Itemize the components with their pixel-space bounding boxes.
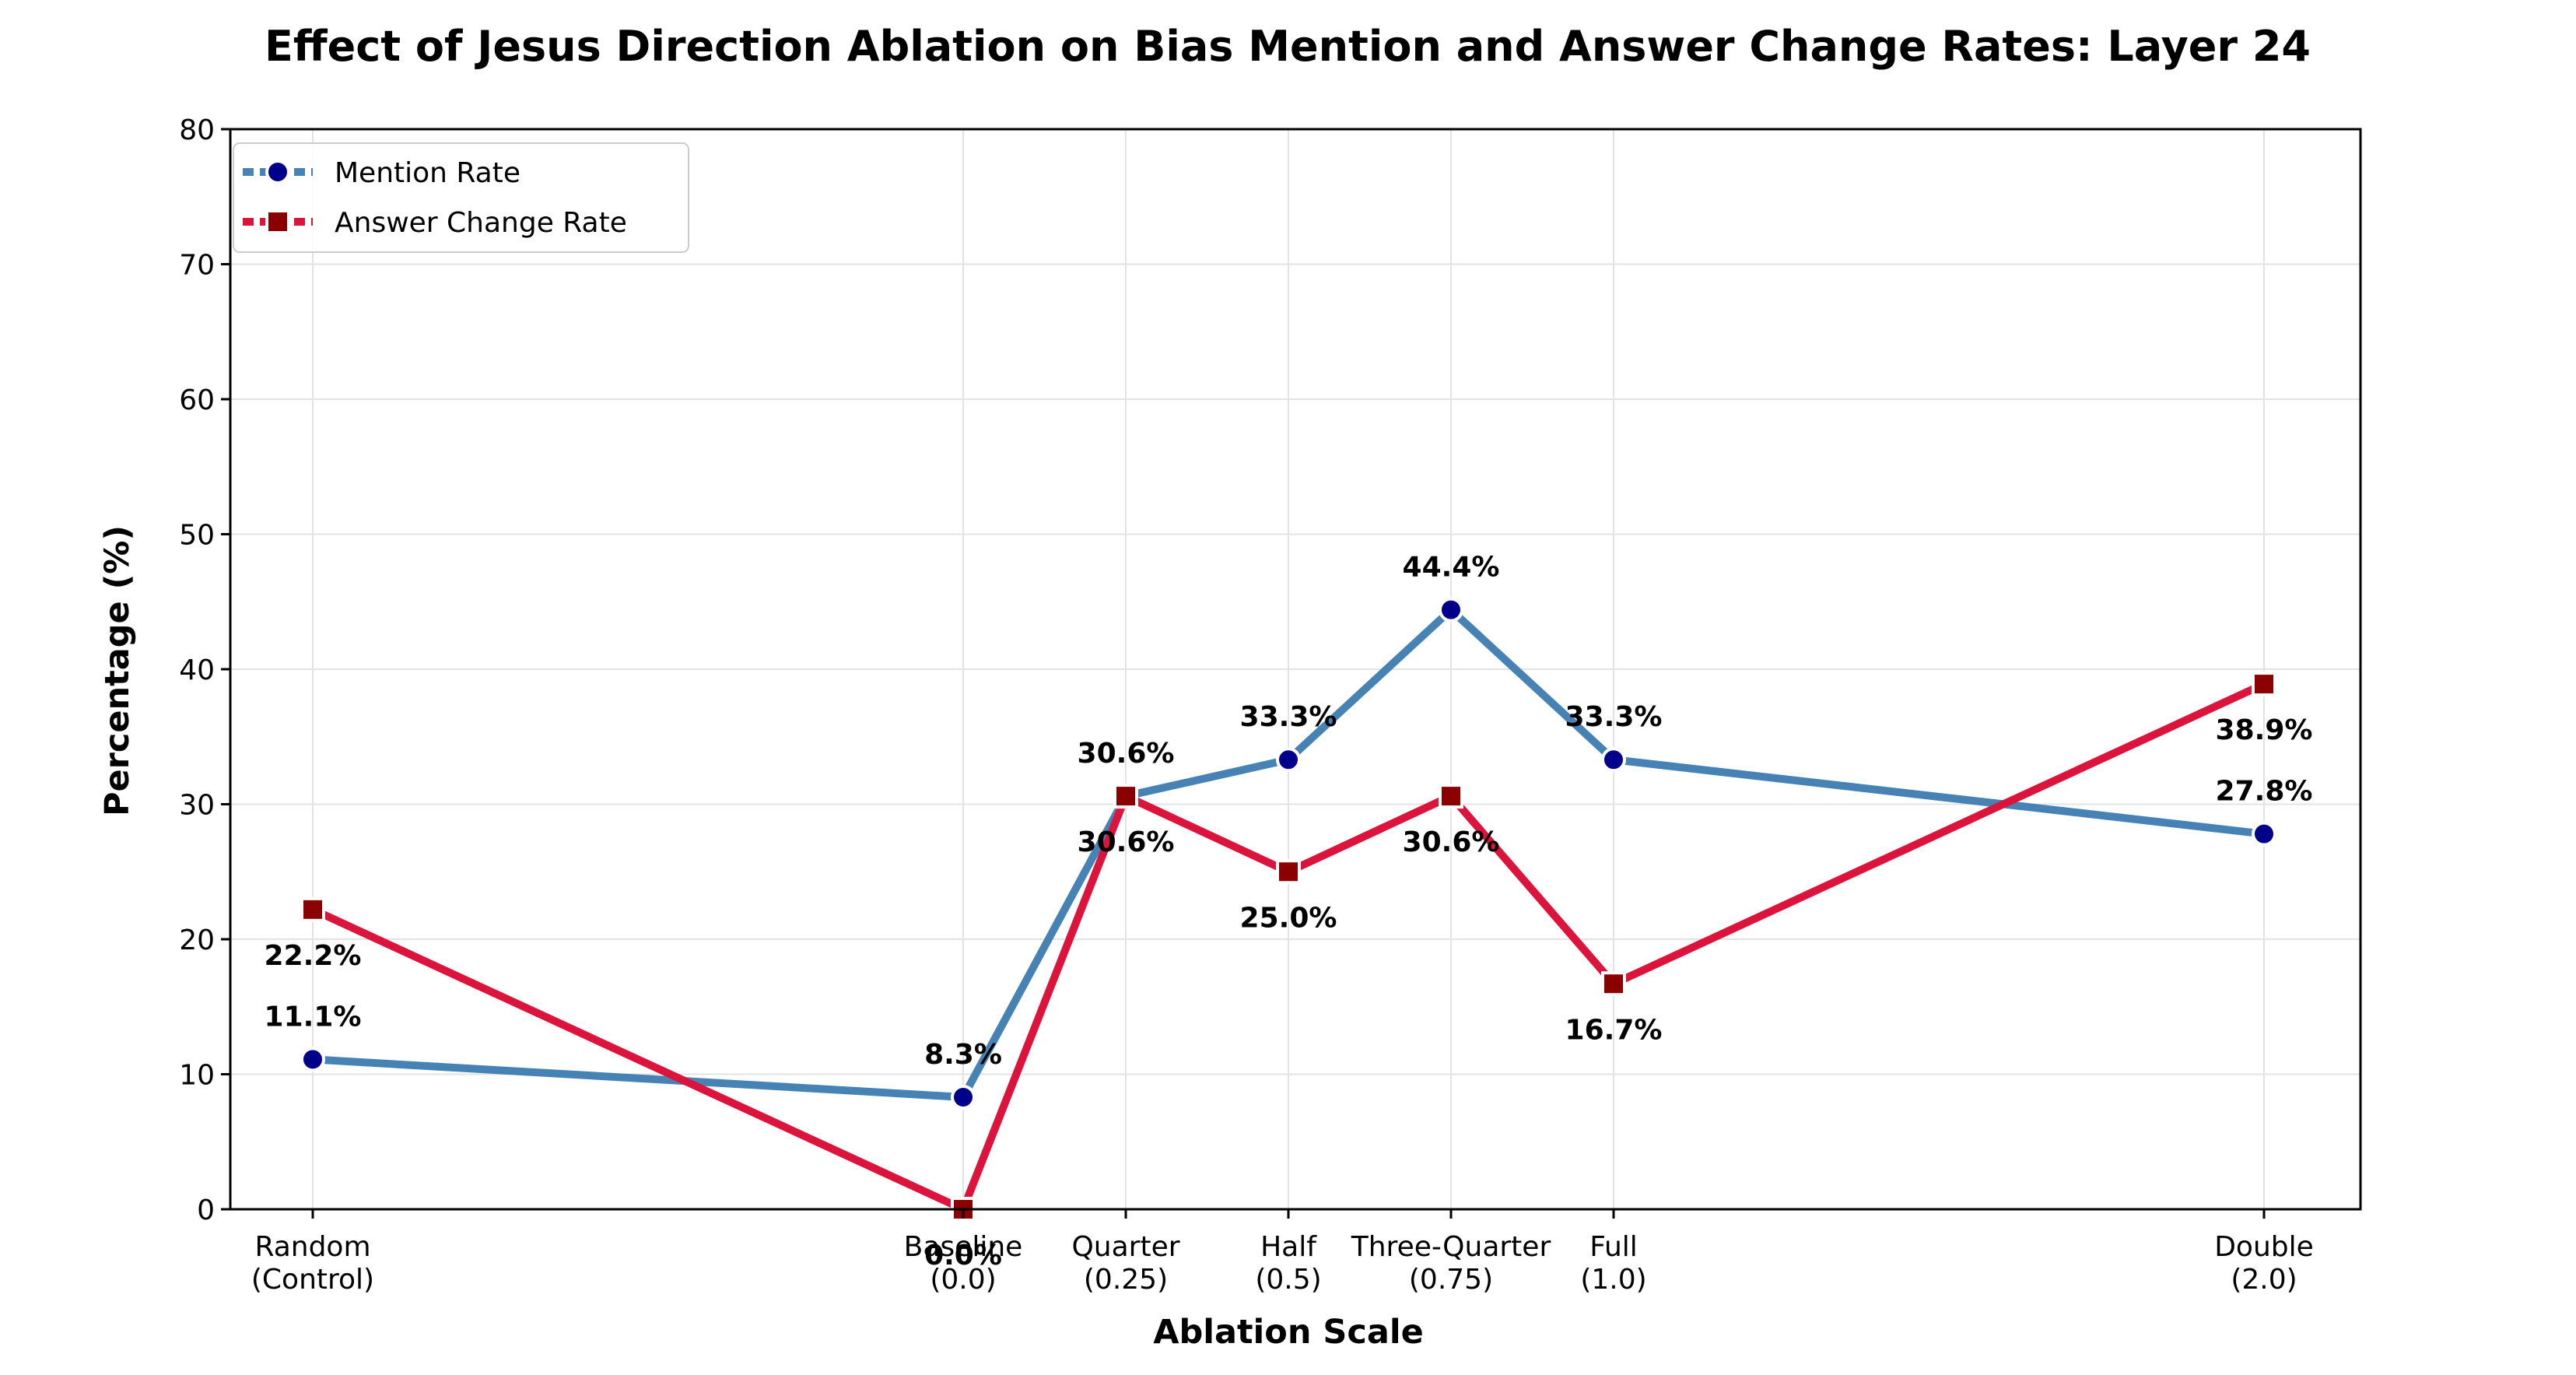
- y-tick-label: 80: [179, 114, 215, 146]
- series-point-1: [2252, 672, 2276, 697]
- x-tick-label: Quarter: [1071, 1231, 1179, 1263]
- series-point-0: [2252, 821, 2276, 847]
- series-point-0: [1601, 747, 1626, 773]
- x-tick-label: (Control): [251, 1264, 374, 1296]
- x-tick-label: Three-Quarter: [1351, 1231, 1551, 1263]
- legend-label-1: Answer Change Rate: [335, 207, 627, 239]
- data-label-0: 33.3%: [1240, 701, 1337, 733]
- legend-label-0: Mention Rate: [335, 157, 520, 189]
- series-point-0: [1276, 747, 1301, 773]
- legend-marker-0: [265, 160, 290, 184]
- y-tick-label: 70: [179, 250, 215, 282]
- data-label-1: 30.6%: [1403, 826, 1500, 858]
- series-point-0: [300, 1047, 325, 1072]
- x-tick-label: (1.0): [1580, 1264, 1646, 1296]
- data-label-1: 38.9%: [2216, 714, 2313, 746]
- x-tick-label: Random: [254, 1231, 370, 1263]
- data-labels: 11.1% 8.3% 30.6% 33.3% 44.4% 33.3% 27.8% 22.2% 0…: [265, 552, 2313, 1272]
- series-point-1: [1276, 859, 1301, 885]
- data-label-0: 11.1%: [265, 1001, 362, 1033]
- x-tick-label: (0.5): [1255, 1264, 1321, 1296]
- y-tick-label: 40: [179, 654, 215, 686]
- legend-box: [233, 142, 689, 253]
- x-tick-label: Half: [1260, 1231, 1317, 1263]
- legend-marker-1: [265, 209, 290, 234]
- series-point-1: [1439, 784, 1463, 809]
- series-point-0: [951, 1084, 976, 1110]
- data-label-1: 22.2%: [265, 940, 362, 972]
- data-label-0: 27.8%: [2216, 776, 2313, 808]
- legend: Mention Rate Answer Change Rate: [233, 142, 689, 253]
- y-tick-label: 50: [179, 520, 215, 552]
- data-label-0: 33.3%: [1565, 701, 1663, 733]
- y-axis-label: Percentage (%): [98, 525, 137, 816]
- y-tick-label: 60: [179, 384, 215, 416]
- axes: 0 10 20 30 40 50 60 70 80 Random(Control) Baseline…: [179, 114, 2314, 1296]
- data-label-1: 30.6%: [1078, 826, 1175, 858]
- data-label-1: 16.7%: [1565, 1014, 1663, 1046]
- x-tick-label: Full: [1589, 1231, 1638, 1263]
- series-point-0: [1439, 597, 1463, 623]
- y-tick-label: 0: [197, 1194, 215, 1226]
- series-layer: [300, 597, 2276, 1222]
- x-axis-label: Ablation Scale: [1153, 1313, 1424, 1352]
- x-tick-label: (0.25): [1084, 1264, 1168, 1296]
- data-label-0: 8.3%: [924, 1039, 1002, 1071]
- x-tick-label: (0.0): [930, 1264, 996, 1296]
- series-point-1: [1113, 784, 1138, 809]
- data-label-1: 25.0%: [1240, 902, 1337, 934]
- series-point-1: [300, 896, 325, 922]
- x-tick-label: (0.75): [1409, 1264, 1493, 1296]
- series-point-1: [1601, 971, 1626, 997]
- data-label-0: 30.6%: [1078, 738, 1175, 770]
- chart-title: Effect of Jesus Direction Ablation on Bi…: [265, 22, 2311, 71]
- x-tick-label: Baseline: [904, 1231, 1023, 1263]
- grid: [230, 128, 2360, 1210]
- y-tick-label: 20: [179, 924, 215, 956]
- data-label-0: 44.4%: [1403, 552, 1500, 584]
- x-tick-label: Double: [2214, 1231, 2314, 1263]
- y-tick-label: 30: [179, 790, 215, 822]
- x-tick-label: (2.0): [2231, 1264, 2297, 1296]
- data-label-1: 0.0%: [924, 1240, 1002, 1272]
- y-tick-label: 10: [179, 1060, 215, 1092]
